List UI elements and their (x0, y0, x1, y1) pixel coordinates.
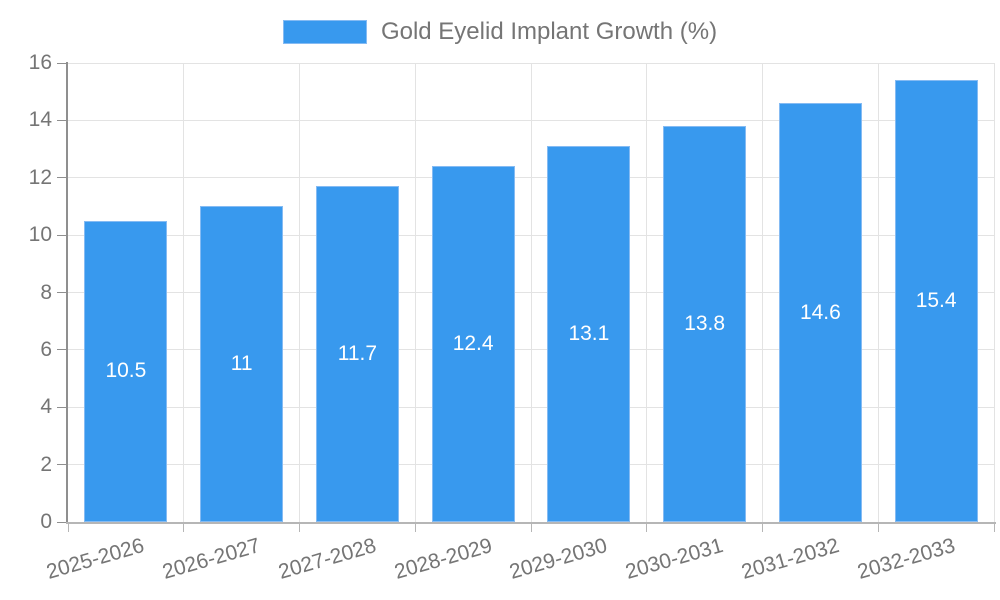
v-gridline (299, 63, 300, 522)
y-tick-label: 6 (40, 337, 52, 361)
bar-value-label: 11 (230, 352, 253, 376)
bar-value-label: 11.7 (337, 342, 378, 366)
bar[interactable]: 13.8 (663, 126, 747, 522)
bar[interactable]: 11 (200, 206, 284, 522)
x-tick-label: 2032-2033 (854, 534, 958, 584)
legend-swatch (282, 20, 367, 44)
bar[interactable]: 11.7 (315, 186, 399, 522)
bar[interactable]: 13.1 (547, 146, 631, 522)
x-tick-mark (530, 524, 532, 532)
bar-value-label: 12.4 (452, 332, 494, 356)
y-tick-mark (57, 349, 66, 351)
bar[interactable]: 15.4 (894, 80, 978, 522)
v-gridline (993, 63, 995, 522)
y-tick-mark (57, 464, 66, 466)
y-tick-mark (57, 406, 66, 408)
bar[interactable]: 14.6 (778, 103, 862, 522)
y-tick-mark (57, 292, 66, 293)
bar-value-label: 14.6 (799, 300, 841, 324)
y-tick-label: 8 (40, 280, 52, 304)
x-tick-mark (993, 524, 995, 532)
y-tick-label: 0 (40, 510, 52, 533)
x-tick-label: 2030-2031 (623, 534, 726, 584)
x-tick-label: 2026-2027 (160, 534, 263, 584)
y-tick-mark (57, 62, 66, 64)
x-tick-mark (877, 524, 879, 532)
x-tick-mark (762, 524, 763, 532)
v-gridline (530, 63, 532, 522)
v-gridline (877, 63, 879, 522)
x-tick-label: 2031-2032 (738, 534, 842, 584)
v-gridline (646, 63, 648, 522)
y-axis-line (66, 62, 68, 524)
y-tick-label: 12 (28, 165, 52, 189)
x-tick-mark (299, 524, 300, 532)
plot-area: 0 2 4 6 8 10 12 14 16 10.5 11 11.7 12.4 13.1 13.8 14.6 1… (29, 51, 995, 584)
bar[interactable]: 12.4 (431, 166, 515, 522)
x-tick-mark (183, 524, 185, 532)
x-tick-label: 2027-2028 (275, 534, 379, 584)
bar-value-label: 13.1 (568, 322, 610, 346)
y-tick-label: 4 (40, 395, 52, 419)
y-tick-label: 10 (28, 223, 52, 247)
y-tick-label: 16 (28, 51, 52, 74)
bar[interactable]: 10.5 (84, 220, 168, 522)
y-tick-mark (57, 521, 66, 523)
x-tick-label: 2029-2030 (507, 534, 611, 584)
bar-value-label: 13.8 (684, 312, 726, 336)
x-tick-label: 2028-2029 (391, 534, 495, 584)
bar-value-label: 15.4 (915, 289, 957, 313)
x-tick-mark (646, 524, 648, 532)
legend-label: Gold Eyelid Implant Growth (%) (380, 18, 718, 45)
v-gridline (762, 63, 763, 522)
y-tick-label: 2 (40, 452, 52, 476)
x-tick-mark (67, 524, 69, 532)
y-tick-label: 14 (28, 108, 52, 132)
y-tick-mark (57, 234, 66, 236)
legend: Gold Eyelid Implant Growth (%) (0, 18, 1000, 46)
y-tick-mark (57, 119, 66, 121)
v-gridline (414, 63, 416, 522)
bar-value-label: 10.5 (105, 359, 147, 383)
x-tick-label: 2025-2026 (44, 534, 148, 584)
x-tick-mark (414, 524, 416, 532)
v-gridline (183, 63, 185, 522)
y-tick-mark (57, 177, 66, 179)
x-axis-line (66, 522, 996, 524)
